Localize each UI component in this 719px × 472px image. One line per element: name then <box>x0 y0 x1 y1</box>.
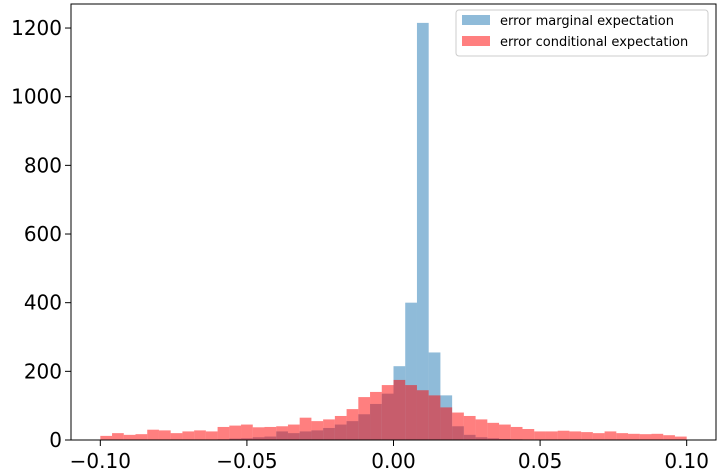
conditional-bar <box>170 433 183 440</box>
conditional-bar <box>346 409 359 440</box>
conditional-bar <box>522 429 535 440</box>
conditional-bar <box>487 422 500 440</box>
conditional-bar <box>370 391 382 440</box>
conditional-bar <box>604 431 617 440</box>
conditional-bar <box>158 430 171 440</box>
marginal-bar <box>405 302 417 440</box>
y-tick-label: 1200 <box>11 16 62 40</box>
conditional-bar <box>674 436 687 440</box>
conditional-bar <box>217 426 230 440</box>
conditional-bar <box>452 412 464 440</box>
x-tick-label: −0.10 <box>70 449 131 472</box>
conditional-bar <box>534 431 546 440</box>
conditional-bar <box>311 421 324 440</box>
bars-marginal-series <box>217 22 535 440</box>
y-tick-label: 1000 <box>11 85 62 109</box>
conditional-bar <box>569 431 582 440</box>
conditional-bar <box>416 390 429 440</box>
conditional-bar <box>428 395 441 440</box>
x-tick-label: 0.05 <box>518 449 563 472</box>
conditional-bar <box>276 426 288 440</box>
conditional-bar <box>405 385 417 440</box>
marginal-bar <box>416 22 429 440</box>
conditional-bar <box>475 419 488 440</box>
conditional-bar <box>112 433 124 440</box>
x-tick-label: −0.05 <box>216 449 277 472</box>
conditional-bar <box>241 424 253 440</box>
conditional-bar <box>499 424 511 440</box>
legend-label-conditional: error conditional expectation <box>500 35 688 50</box>
conditional-bar <box>147 429 159 440</box>
conditional-bar <box>393 379 406 440</box>
legend-label-marginal: error marginal expectation <box>500 14 674 29</box>
conditional-bar <box>581 432 593 440</box>
conditional-bar <box>639 434 652 440</box>
x-axis: −0.10 −0.05 0.00 0.05 0.10 <box>70 440 709 472</box>
x-tick-label: 0.00 <box>371 449 416 472</box>
conditional-bar <box>358 397 371 440</box>
conditional-bar <box>440 407 453 440</box>
y-tick-label: 800 <box>24 153 62 177</box>
conditional-bar <box>557 430 570 440</box>
x-tick-label: 0.10 <box>664 449 709 472</box>
conditional-bar <box>463 415 476 440</box>
bars-conditional-series <box>100 379 687 440</box>
conditional-bar <box>287 424 300 440</box>
conditional-bar <box>194 430 206 440</box>
y-tick-label: 0 <box>49 428 62 452</box>
conditional-bar <box>381 385 394 440</box>
conditional-bar <box>182 431 195 440</box>
conditional-bar <box>252 427 265 440</box>
conditional-bar <box>229 425 242 440</box>
conditional-bar <box>123 434 136 440</box>
conditional-bar <box>545 431 558 440</box>
conditional-bar <box>592 433 605 440</box>
conditional-bar <box>663 435 675 440</box>
legend-swatch-marginal <box>462 15 490 25</box>
legend: error marginal expectation error conditi… <box>455 9 709 57</box>
conditional-bar <box>334 415 347 440</box>
conditional-bar <box>616 433 629 440</box>
legend-box <box>455 9 709 57</box>
conditional-bar <box>628 433 640 440</box>
y-tick-label: 200 <box>24 359 62 383</box>
conditional-bar <box>299 417 312 440</box>
y-tick-label: 600 <box>24 222 62 246</box>
conditional-bar <box>264 426 277 440</box>
y-axis: 0 200 400 600 800 1000 1200 <box>11 16 71 452</box>
conditional-bar <box>100 435 113 440</box>
legend-swatch-conditional <box>462 36 490 46</box>
conditional-bar <box>205 431 218 440</box>
conditional-bar <box>135 434 148 440</box>
conditional-bar <box>323 419 335 440</box>
conditional-bar <box>510 426 523 440</box>
conditional-bar <box>651 433 664 440</box>
y-tick-label: 400 <box>24 291 62 315</box>
